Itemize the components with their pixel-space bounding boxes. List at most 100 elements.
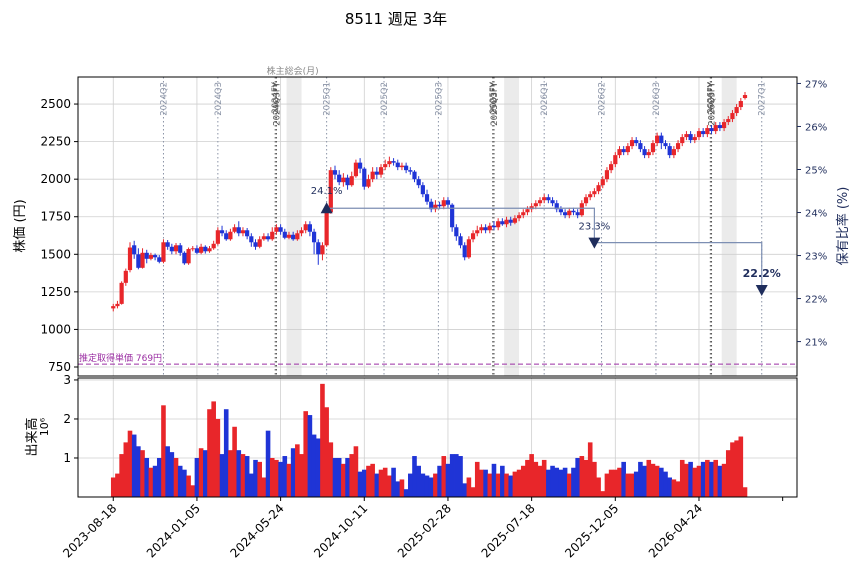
volume-bar bbox=[420, 473, 426, 497]
candle-body bbox=[441, 200, 446, 207]
volume-ytick-label: 1 bbox=[63, 451, 71, 465]
volume-bar bbox=[466, 477, 472, 497]
earnings-label: 2025Q3FY bbox=[490, 81, 500, 126]
candle-body bbox=[696, 131, 702, 138]
candle-body bbox=[458, 236, 463, 246]
earnings-label: 2026Q3 bbox=[652, 82, 662, 116]
volume-bar bbox=[613, 469, 618, 497]
candle-body bbox=[437, 204, 442, 207]
candle-body bbox=[558, 209, 564, 213]
candle-body bbox=[127, 247, 133, 271]
holding-ytick-label: 24% bbox=[805, 209, 827, 220]
candle-body bbox=[705, 128, 710, 135]
volume-bar bbox=[211, 401, 216, 497]
volume-bar bbox=[303, 411, 309, 497]
earnings-label: 2025Q3 bbox=[434, 82, 444, 116]
volume-bar bbox=[554, 467, 560, 497]
volume-bar bbox=[269, 457, 275, 497]
reference-label: 推定取得単価 769円 bbox=[79, 352, 162, 364]
candle-body bbox=[278, 227, 283, 232]
candle-body bbox=[152, 255, 158, 258]
candle-body bbox=[207, 248, 212, 252]
volume-bar bbox=[621, 461, 626, 497]
volume-bar bbox=[265, 430, 271, 497]
candle-body bbox=[169, 246, 174, 252]
volume-bar bbox=[399, 479, 405, 497]
candle-body bbox=[161, 242, 166, 262]
candle-body bbox=[659, 135, 664, 144]
candle-body bbox=[370, 171, 375, 180]
candle-body bbox=[211, 243, 216, 249]
candle-body bbox=[655, 135, 660, 144]
candle-body bbox=[738, 101, 743, 108]
candle-body bbox=[730, 113, 735, 120]
volume-bar bbox=[412, 456, 417, 497]
volume-bar bbox=[449, 454, 455, 497]
candle-body bbox=[383, 164, 388, 168]
xtick-label: 2025-02-28 bbox=[395, 501, 454, 560]
candle-body bbox=[516, 215, 522, 219]
price-panel: 株主総会(月) 2024Q22024Q32024FY2024Q3FY2025Q1… bbox=[13, 65, 851, 377]
candle-body bbox=[667, 146, 672, 156]
volume-bar bbox=[541, 459, 547, 497]
price-ytick-label: 1250 bbox=[40, 285, 71, 299]
volume-bar bbox=[115, 473, 120, 497]
volume-bar bbox=[608, 469, 614, 497]
volume-bar bbox=[550, 465, 555, 497]
xtick-label: 2025-12-05 bbox=[562, 501, 621, 560]
volume-bar bbox=[261, 477, 267, 497]
price-ytick-label: 1500 bbox=[40, 247, 71, 261]
volume-bar bbox=[190, 485, 196, 497]
volume-bar bbox=[366, 465, 371, 497]
volume-bar bbox=[123, 442, 129, 497]
volume-bar bbox=[274, 459, 279, 497]
volume-axis-unit: 10⁶ bbox=[38, 417, 51, 436]
candle-body bbox=[265, 236, 271, 240]
volume-bar bbox=[349, 454, 355, 497]
candle-body bbox=[286, 234, 292, 238]
volume-bar bbox=[458, 456, 463, 497]
candle-body bbox=[395, 162, 400, 168]
holding-ytick-label: 22% bbox=[805, 295, 827, 306]
volume-bar bbox=[182, 469, 187, 497]
xtick-label: 2023-08-18 bbox=[60, 501, 119, 560]
volume-bar bbox=[650, 463, 656, 497]
volume-bar bbox=[717, 465, 723, 497]
volume-bar bbox=[433, 473, 438, 497]
volume-bar bbox=[646, 459, 652, 497]
candle-body bbox=[194, 248, 200, 253]
volume-bar bbox=[617, 467, 622, 497]
agm-label: 株主総会(月) bbox=[267, 65, 319, 77]
candle-body bbox=[629, 140, 635, 147]
candle-body bbox=[533, 203, 538, 207]
candle-body bbox=[345, 177, 350, 186]
candle-body bbox=[680, 137, 685, 144]
xtick-label: 2026-04-24 bbox=[646, 501, 705, 560]
volume-bar bbox=[215, 418, 221, 497]
candle-body bbox=[717, 125, 723, 129]
xtick-label: 2024-10-11 bbox=[311, 501, 370, 560]
volume-bar bbox=[474, 461, 480, 497]
candle-body bbox=[575, 212, 580, 216]
candle-body bbox=[617, 149, 622, 156]
candle-body bbox=[219, 230, 225, 234]
candle-body bbox=[588, 194, 593, 198]
candle-body bbox=[483, 227, 488, 231]
candle-body bbox=[504, 219, 509, 225]
volume-bar bbox=[144, 457, 150, 497]
volume-bar bbox=[119, 454, 124, 497]
volume-bar bbox=[336, 457, 342, 497]
earnings-label: 2027Q1 bbox=[758, 82, 768, 116]
candle-body bbox=[257, 239, 262, 247]
holding-marker bbox=[320, 202, 333, 214]
candle-body bbox=[642, 149, 647, 156]
candle-body bbox=[571, 210, 576, 213]
candle-body bbox=[144, 252, 149, 259]
earnings-label: 2024Q2 bbox=[159, 82, 169, 116]
volume-bar bbox=[299, 454, 304, 497]
volume-bar bbox=[186, 475, 191, 497]
price-ytick-label: 2500 bbox=[40, 97, 71, 111]
candle-body bbox=[328, 170, 333, 213]
volume-bar bbox=[508, 475, 514, 497]
candle-body bbox=[420, 185, 425, 195]
